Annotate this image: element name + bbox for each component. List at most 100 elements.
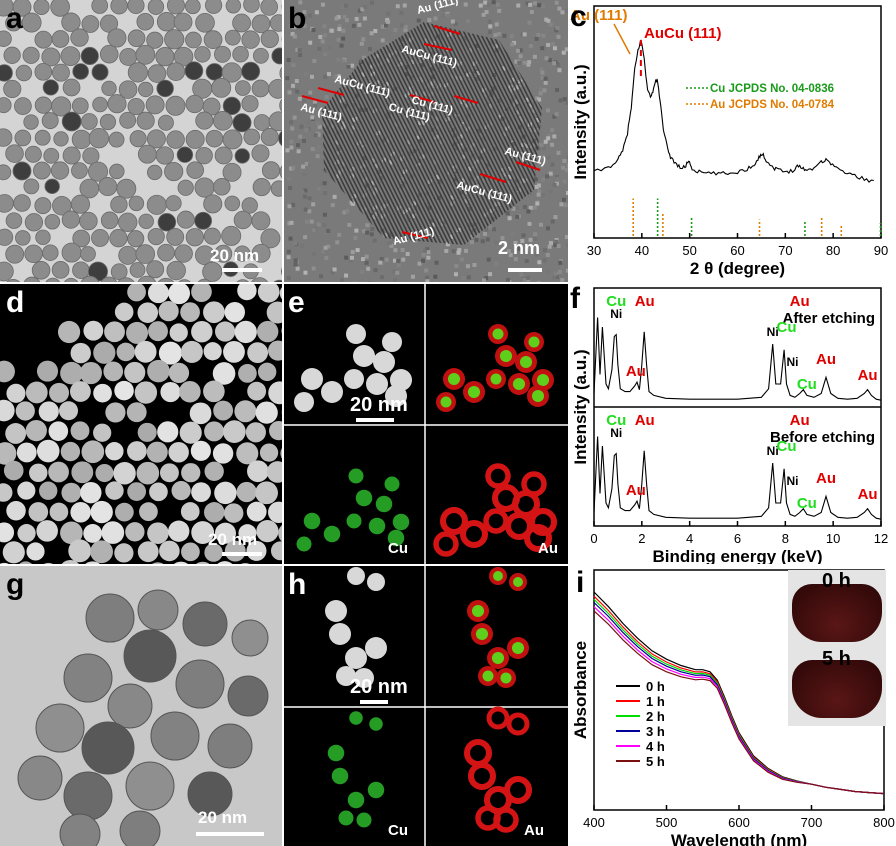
noise-speck	[450, 214, 455, 219]
noise-speck	[546, 269, 551, 274]
nanoparticle	[19, 561, 33, 564]
noise-speck	[306, 120, 311, 125]
nanoparticle	[125, 761, 175, 811]
noise-speck	[302, 16, 307, 21]
noise-speck	[469, 146, 474, 151]
nanoparticle	[194, 177, 215, 198]
nanoparticle	[279, 165, 282, 179]
nanoparticle	[50, 161, 70, 180]
x-tick-label: 60	[730, 243, 744, 258]
noise-speck	[529, 9, 534, 14]
nanoparticle	[5, 144, 24, 163]
au-map-particle	[439, 506, 469, 536]
panel-c-label: c	[570, 0, 587, 33]
noise-speck	[494, 261, 499, 266]
lattice-marker	[423, 43, 453, 51]
nanoparticle	[256, 320, 279, 343]
overlay-cu-core	[511, 641, 525, 655]
nanoparticle	[91, 228, 110, 247]
panel-g-scalebar	[196, 832, 264, 836]
noise-speck	[354, 16, 359, 21]
noise-speck	[544, 56, 549, 61]
legend-label: 2 h	[646, 709, 665, 724]
nanoparticle	[48, 421, 69, 441]
noise-speck	[419, 5, 424, 10]
noise-speck	[540, 193, 545, 198]
nanoparticle	[127, 62, 149, 83]
nanoparticle	[247, 342, 269, 364]
noise-speck	[313, 103, 318, 108]
nanoparticle	[23, 114, 39, 130]
noise-speck	[548, 241, 553, 246]
nanoparticle	[82, 147, 100, 165]
nanoparticle	[0, 97, 12, 114]
cu-map-particle	[323, 525, 341, 543]
noise-speck	[374, 54, 379, 59]
noise-speck	[560, 165, 565, 170]
nanoparticle	[0, 194, 14, 213]
nanoparticle	[109, 163, 125, 180]
noise-speck	[540, 46, 545, 51]
cu-map-particle	[367, 781, 385, 799]
noise-speck	[303, 207, 308, 212]
noise-speck	[418, 7, 423, 12]
panel-d-scalebar	[222, 552, 262, 556]
noise-speck	[289, 145, 294, 150]
nanoparticle	[160, 381, 181, 403]
noise-speck	[556, 244, 561, 249]
panel-d-particles	[0, 284, 282, 564]
nanoparticle	[79, 211, 98, 231]
panel-h-scale-text: 20 nm	[350, 676, 408, 698]
haadf-particle	[366, 373, 388, 395]
nanoparticle	[195, 12, 215, 33]
nanoparticle	[72, 229, 91, 248]
panel-c-xrd-chart: 30 40 50 60 70 80 90 2 θ (degree) Intensity (a.u…	[568, 0, 896, 284]
noise-speck	[314, 225, 319, 230]
noise-speck	[550, 162, 555, 167]
lattice-line	[443, 22, 542, 245]
noise-speck	[508, 87, 513, 92]
nanoparticle	[38, 401, 59, 422]
noise-speck	[556, 150, 561, 155]
noise-speck	[533, 160, 538, 165]
nanoparticle	[152, 562, 164, 564]
nanoparticle	[214, 45, 231, 63]
peak-label-au: Au	[635, 293, 655, 310]
noise-speck	[506, 141, 511, 146]
noise-speck	[486, 195, 491, 200]
nanoparticle	[194, 211, 213, 230]
noise-speck	[308, 40, 313, 45]
noise-speck	[536, 192, 541, 197]
noise-speck	[453, 75, 458, 80]
noise-speck	[551, 42, 556, 47]
noise-speck	[546, 108, 551, 113]
nanoparticle	[17, 524, 36, 543]
noise-speck	[426, 250, 431, 255]
nanoparticle	[34, 96, 53, 114]
noise-speck	[546, 18, 551, 23]
noise-speck	[520, 178, 525, 183]
panel-i-label: i	[576, 566, 585, 599]
noise-speck	[291, 202, 296, 207]
noise-speck	[488, 40, 493, 45]
noise-speck	[485, 163, 490, 168]
nanoparticle	[24, 145, 42, 163]
nanoparticle	[108, 131, 125, 148]
overlay-cu-core	[471, 604, 485, 618]
noise-speck	[445, 13, 450, 18]
lattice-line	[435, 22, 542, 245]
nanoparticle	[223, 340, 245, 363]
panel-a-scale-text: 20 nm	[210, 246, 260, 265]
noise-speck	[443, 220, 448, 225]
photo-label-5h: 5 h	[822, 648, 851, 670]
nanoparticle	[135, 244, 156, 264]
nanoparticle	[137, 589, 179, 631]
noise-speck	[437, 103, 442, 108]
noise-speck	[317, 46, 322, 51]
nanoparticle	[196, 561, 210, 564]
noise-speck	[431, 75, 436, 80]
noise-speck	[396, 263, 401, 268]
noise-speck	[364, 260, 369, 265]
nanoparticle	[179, 380, 201, 403]
lattice-marker	[409, 94, 435, 103]
